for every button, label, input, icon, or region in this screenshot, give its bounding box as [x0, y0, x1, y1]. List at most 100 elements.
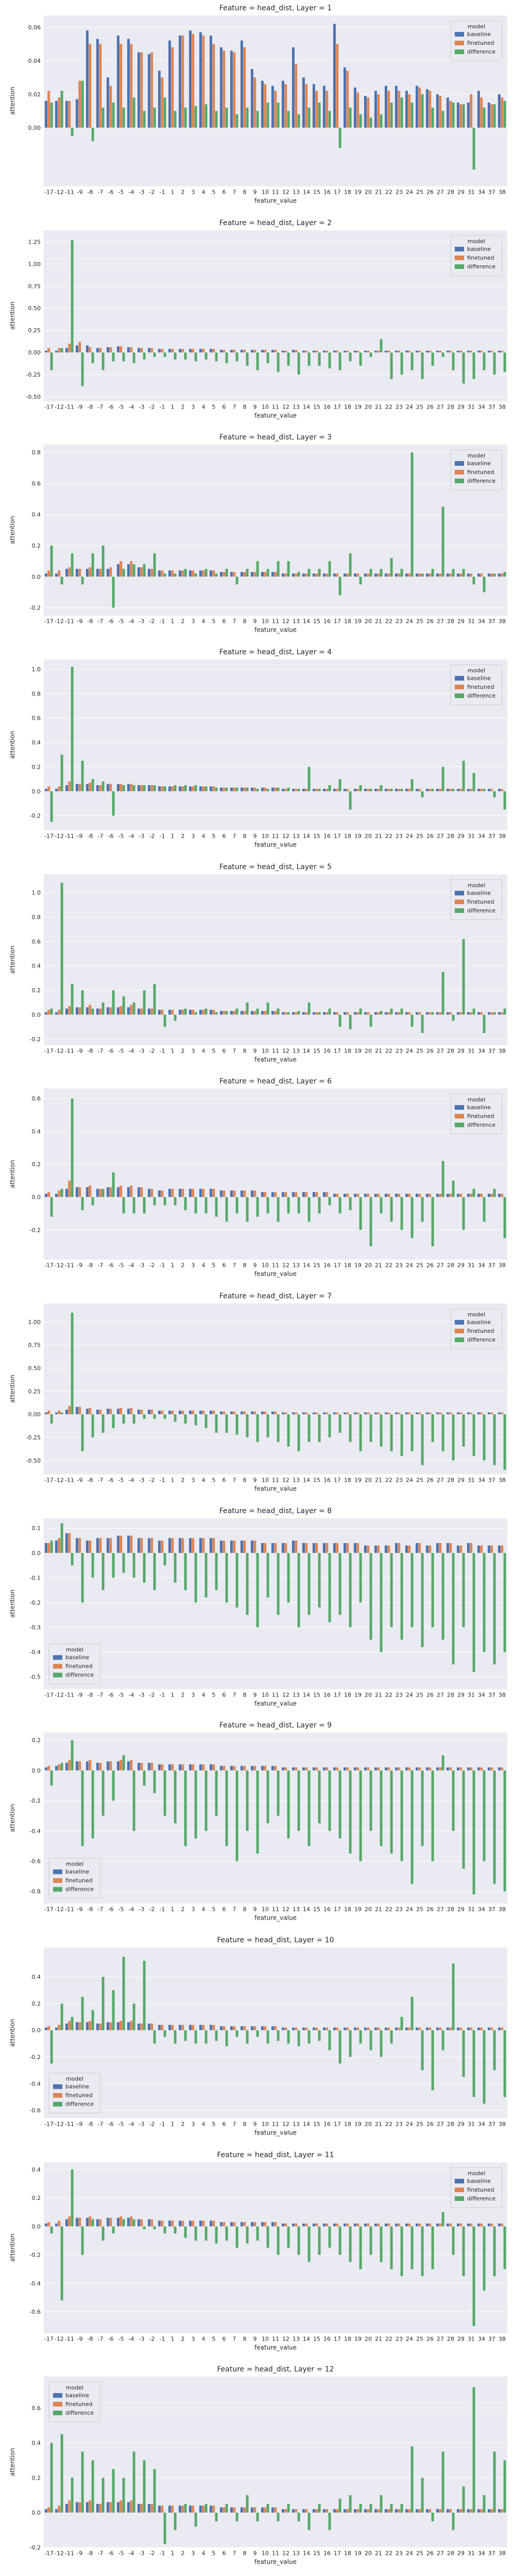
bar-finetuned [89, 44, 92, 128]
bar-difference [431, 1770, 434, 1861]
bar-finetuned [181, 348, 184, 352]
x-tick-label: 13 [293, 1906, 300, 1913]
bar-finetuned [398, 1412, 401, 1415]
bar-baseline [333, 350, 336, 352]
legend-swatch-baseline [53, 1869, 63, 1874]
y-axis-label: attention [9, 301, 16, 330]
x-tick-label: 8 [243, 1477, 247, 1484]
bar-difference [452, 1770, 455, 1832]
x-tick-label: 38 [499, 1906, 506, 1913]
bar-finetuned [130, 1005, 133, 1015]
bar-baseline [107, 569, 109, 577]
legend-swatch-finetuned [454, 899, 464, 904]
bar-finetuned [130, 347, 133, 352]
bar-baseline [436, 1767, 439, 1771]
bar-baseline [65, 100, 68, 128]
x-tick-label: 1 [171, 1477, 175, 1484]
bar-baseline [45, 2027, 47, 2030]
bar-difference [390, 1770, 393, 1854]
legend-label-difference: difference [467, 1122, 495, 1128]
bar-finetuned [212, 570, 215, 577]
bar-finetuned [253, 2222, 256, 2227]
bar-finetuned [490, 350, 493, 352]
x-tick-label: 18 [344, 1047, 351, 1054]
bar-baseline [210, 1764, 212, 1771]
x-tick-label: -9 [77, 2550, 83, 2557]
bar-finetuned [418, 87, 421, 128]
x-tick-label: 29 [457, 618, 465, 625]
x-tick-label: 29 [457, 833, 465, 840]
bar-difference [60, 577, 63, 585]
x-tick-label: 1 [171, 189, 175, 196]
bar-difference [246, 2226, 249, 2244]
bar-baseline [189, 1764, 192, 1771]
x-tick-label: 23 [396, 1906, 403, 1913]
bar-baseline [446, 1412, 449, 1415]
bar-baseline [343, 2223, 346, 2227]
legend-label-baseline: baseline [65, 2083, 89, 2090]
bar-baseline [65, 2219, 68, 2227]
bar-finetuned [192, 348, 195, 352]
bar-baseline [210, 36, 212, 128]
bar-baseline [199, 2025, 202, 2030]
bar-baseline [241, 787, 243, 791]
x-tick-label: 5 [212, 618, 216, 625]
legend-label-baseline: baseline [467, 2178, 491, 2184]
bar-difference [60, 2434, 63, 2513]
bar-finetuned [68, 781, 71, 791]
x-tick-label: 3 [192, 1691, 195, 1698]
x-tick-label: 23 [396, 2121, 403, 2128]
bar-difference [91, 2010, 94, 2030]
bar-difference [50, 2226, 53, 2233]
x-tick-label: 27 [437, 1906, 444, 1913]
bar-finetuned [428, 789, 432, 791]
x-tick-label: -5 [118, 1262, 124, 1269]
bar-difference [441, 767, 444, 791]
y-axis-label: attention [9, 945, 16, 974]
x-tick-label: 29 [457, 1047, 465, 1054]
bar-difference [338, 2499, 341, 2513]
x-axis-label: feature_value [254, 1056, 297, 1063]
x-tick-label: 28 [447, 2550, 454, 2557]
bar-baseline [271, 1192, 274, 1197]
x-tick-label: 19 [354, 189, 362, 196]
bar-finetuned [243, 1766, 246, 1771]
bar-baseline [456, 1012, 459, 1015]
bar-finetuned [68, 1533, 71, 1553]
x-tick-label: 12 [282, 1047, 289, 1054]
bar-difference [431, 1197, 434, 1247]
y-tick-label: 0.4 [32, 2440, 41, 2447]
bar-finetuned [192, 2220, 195, 2227]
bar-difference [338, 1414, 341, 1433]
bar-difference [493, 1552, 496, 1665]
bar-baseline [241, 2507, 243, 2513]
bar-finetuned [89, 1540, 92, 1553]
x-tick-label: 3 [192, 2335, 195, 2342]
x-tick-label: 9 [253, 403, 257, 410]
bar-finetuned [181, 36, 184, 128]
bar-difference [101, 352, 105, 370]
bar-finetuned [119, 1408, 123, 1415]
bar-baseline [333, 789, 336, 791]
bar-difference [441, 2212, 444, 2227]
bar-difference [400, 2226, 403, 2276]
bar-baseline [107, 1187, 109, 1197]
bar-difference [307, 2030, 311, 2044]
legend-swatch-difference [454, 1123, 464, 1128]
bar-difference [225, 2030, 228, 2046]
x-tick-label: 3 [192, 1477, 195, 1484]
bar-finetuned [356, 1412, 359, 1415]
bar-baseline [281, 1192, 284, 1197]
bar-finetuned [47, 1766, 50, 1771]
bar-finetuned [192, 1764, 195, 1771]
legend-swatch-difference [454, 908, 464, 913]
bar-difference [493, 2451, 496, 2513]
bar-baseline [55, 789, 58, 791]
bar-finetuned [367, 1194, 370, 1197]
bar-difference [380, 2495, 383, 2513]
y-tick-label: 1.00 [28, 1319, 41, 1326]
chart-panel-9: -0.8-0.6-0.4-0.20.00.2-17 -12 -11 -9 -8 -7 -6-… [9, 1721, 507, 1922]
bar-finetuned [295, 573, 298, 577]
